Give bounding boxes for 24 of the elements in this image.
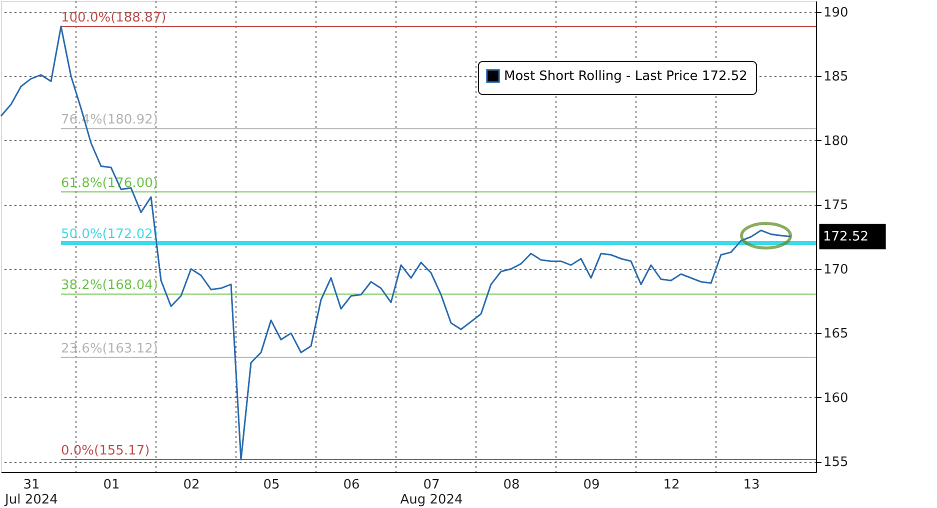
x-tick-label: 07 Aug 2024 — [400, 478, 463, 508]
x-tick-label: 05 — [263, 478, 280, 492]
ref-line-label: 38.2%(168.04) — [61, 278, 158, 294]
x-tick-label: 02 — [183, 478, 200, 492]
legend-label: Most Short Rolling - Last Price 172.52 — [504, 69, 748, 84]
x-tick-label: 06 — [343, 478, 360, 492]
x-tick-label: 09 — [583, 478, 600, 492]
y-tick-label: 180 — [824, 134, 848, 149]
x-tick-label: 01 — [103, 478, 120, 492]
ref-line-label: 0.0%(155.17) — [61, 444, 150, 459]
x-tick-label: 31 Jul 2024 — [4, 478, 58, 508]
x-tick-label: 08 — [503, 478, 520, 492]
y-tick-label: 165 — [824, 326, 848, 342]
y-tick-label: 170 — [824, 262, 848, 278]
y-tick-label: 190 — [824, 5, 848, 20]
text: 172.52 — [823, 230, 868, 245]
y-tick-label: 175 — [824, 198, 848, 214]
x-tick-label: 12 — [663, 478, 680, 492]
y-tick-label: 155 — [824, 455, 848, 470]
ref-line-label: 23.6%(163.12) — [61, 341, 158, 356]
y-tick-label: 160 — [824, 390, 848, 406]
y-tick-label: 185 — [824, 70, 848, 85]
x-tick-label: 13 — [743, 478, 760, 492]
ref-line-label: 100.0%(188.87) — [61, 10, 166, 26]
